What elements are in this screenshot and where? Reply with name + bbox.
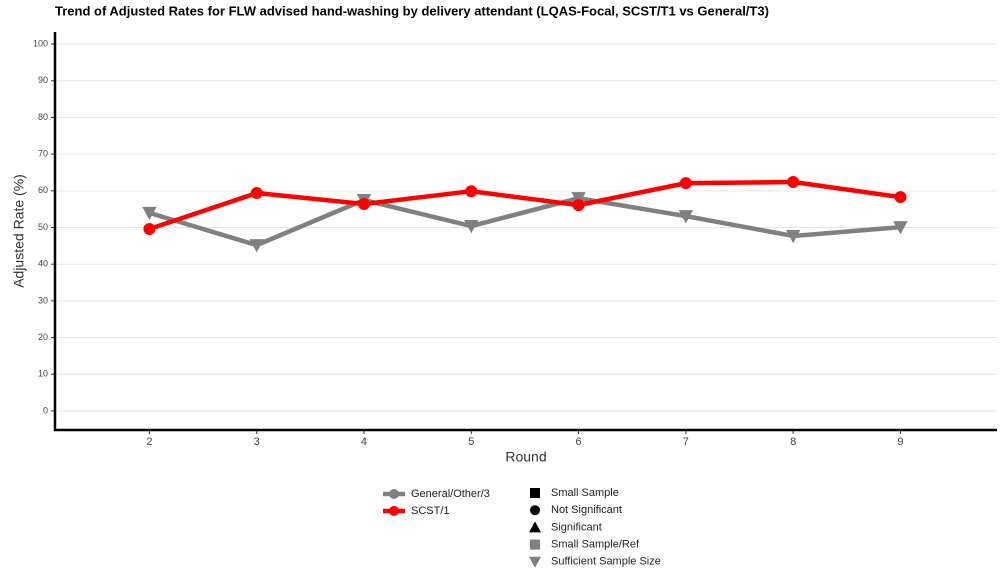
point xyxy=(893,221,908,235)
chart-title: Trend of Adjusted Rates for FLW advised … xyxy=(55,3,769,18)
legend-label: SCST/1 xyxy=(411,505,450,517)
x-tick-label: 4 xyxy=(361,436,367,448)
axis-line xyxy=(53,32,997,432)
legend-marker xyxy=(389,506,399,516)
series-line xyxy=(148,195,901,248)
y-tick-label: 30 xyxy=(38,295,48,305)
y-tick-label: 90 xyxy=(38,75,48,85)
y-axis-label: Adjusted Rate (%) xyxy=(11,174,27,288)
x-tick-label: 8 xyxy=(790,436,796,448)
point xyxy=(250,187,263,200)
y-tick-label: 0 xyxy=(43,405,48,415)
legend-label: Small Sample/Ref xyxy=(551,539,640,551)
y-tick-label: 100 xyxy=(33,38,48,48)
legend-label: Sufficient Sample Size xyxy=(551,556,661,568)
y-tick-label: 80 xyxy=(38,112,48,122)
point xyxy=(785,229,801,244)
point xyxy=(894,191,907,204)
y-tick-label: 40 xyxy=(38,259,48,269)
y-tick-label: 70 xyxy=(38,149,48,159)
point xyxy=(571,192,586,206)
y-tick-label: 60 xyxy=(38,185,48,195)
legend-label: Not Significant xyxy=(551,504,622,516)
legend-marker xyxy=(529,556,541,568)
x-tick-label: 5 xyxy=(468,436,474,448)
x-tick-label: 2 xyxy=(146,436,152,448)
point xyxy=(465,185,478,198)
y-tick-label: 10 xyxy=(38,369,48,379)
point xyxy=(464,220,479,234)
legend-marker xyxy=(389,489,399,499)
x-axis-label: Round xyxy=(505,449,546,465)
point xyxy=(142,206,157,221)
y-tick-label: 50 xyxy=(38,222,48,232)
legend-marker xyxy=(530,539,540,550)
point xyxy=(143,222,156,235)
point xyxy=(249,239,264,253)
point xyxy=(572,199,585,212)
point xyxy=(679,177,692,190)
legend-label: Significant xyxy=(551,521,602,533)
legend-marker xyxy=(529,521,541,533)
legend-label: Small Sample xyxy=(551,487,619,499)
y-tick-label: 20 xyxy=(38,332,48,342)
x-tick-label: 6 xyxy=(576,436,582,448)
x-tick-label: 7 xyxy=(683,436,689,448)
x-tick-label: 3 xyxy=(254,436,260,448)
point xyxy=(357,198,370,211)
point xyxy=(678,210,694,224)
legend-marker xyxy=(530,488,540,498)
series-line xyxy=(148,179,901,232)
legend-label: General/Other/3 xyxy=(411,488,490,500)
legend-marker xyxy=(530,505,540,516)
x-tick-label: 9 xyxy=(897,436,903,448)
point xyxy=(787,176,800,189)
